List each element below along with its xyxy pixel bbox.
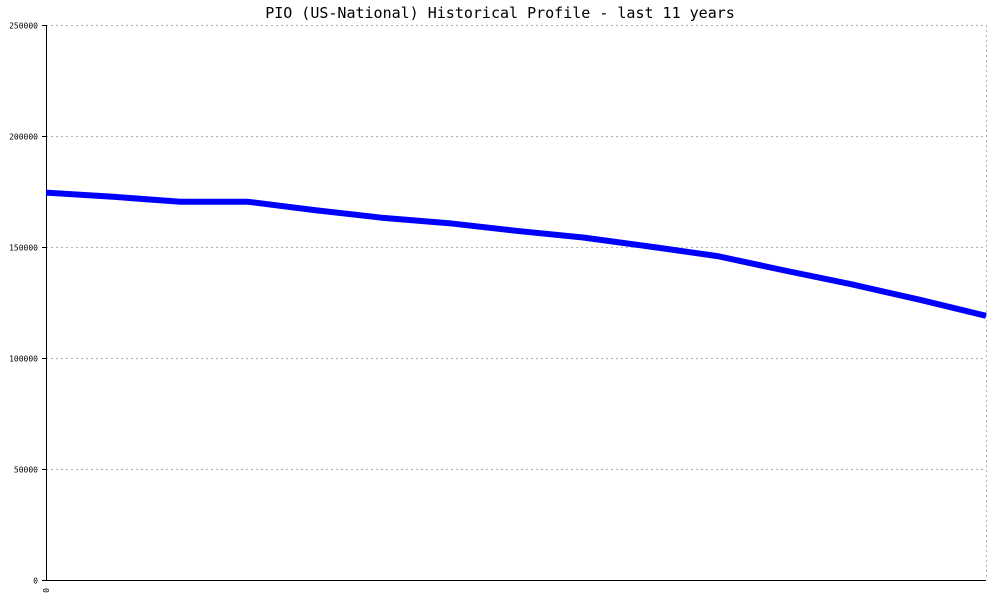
y-tick-label: 100000 bbox=[9, 355, 38, 364]
tick-labels: 0 50000 100000 150000 200000 250000 0 bbox=[9, 22, 50, 594]
y-tick-label: 0 bbox=[33, 577, 38, 586]
axes bbox=[42, 25, 986, 581]
y-tick-label: 250000 bbox=[9, 22, 38, 31]
series-lines bbox=[45, 189, 987, 319]
y-tick-label: 50000 bbox=[14, 466, 38, 475]
y-tick-label: 150000 bbox=[9, 244, 38, 253]
y-tick-label: 200000 bbox=[9, 133, 38, 142]
gridlines bbox=[46, 25, 987, 580]
chart-title: PIO (US-National) Historical Profile - l… bbox=[265, 4, 735, 22]
x-tick-label: 0 bbox=[41, 588, 50, 593]
series-line bbox=[45, 189, 987, 319]
